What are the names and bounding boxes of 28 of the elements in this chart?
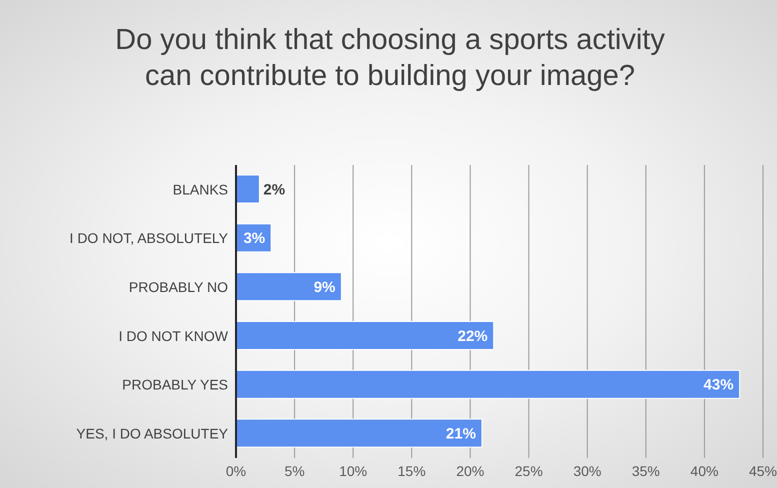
bar: [236, 370, 740, 399]
y-tick-label: PROBABLY NO: [128, 279, 228, 296]
bar: [236, 272, 342, 302]
x-tick-label: 5%: [284, 462, 305, 479]
chart-title: Do you think that choosing a sports activity can contribute to building your image?: [114, 23, 666, 94]
bar: [236, 321, 494, 350]
bar: [236, 418, 482, 448]
x-tick-label: 15%: [398, 462, 426, 479]
x-tick-label: 25%: [514, 462, 543, 479]
x-tick-label: 30%: [573, 462, 602, 479]
y-tick-label: I DO NOT, ABSOLUTELY: [70, 230, 229, 246]
data-label: 3%: [243, 230, 266, 248]
x-tick-label: 0%: [226, 462, 246, 479]
y-tick-label: BLANKS: [172, 181, 228, 198]
x-tick-label: 10%: [339, 462, 368, 479]
x-tick-label: 35%: [632, 462, 660, 479]
x-tick-label: 20%: [456, 462, 484, 479]
y-tick-label: PROBABLY YES: [122, 376, 228, 393]
x-tick-label: 45%: [748, 462, 777, 479]
x-tick-label: 40%: [690, 462, 718, 479]
data-label: 2%: [263, 181, 286, 198]
y-tick-label: YES, I DO ABSOLUTEY: [76, 426, 229, 442]
data-label: 22%: [458, 328, 488, 345]
y-tick-label: I DO NOT KNOW: [118, 328, 229, 344]
bar: [236, 174, 260, 204]
data-label: 43%: [704, 376, 734, 394]
data-label: 9%: [314, 278, 336, 296]
data-label: 21%: [446, 425, 476, 442]
